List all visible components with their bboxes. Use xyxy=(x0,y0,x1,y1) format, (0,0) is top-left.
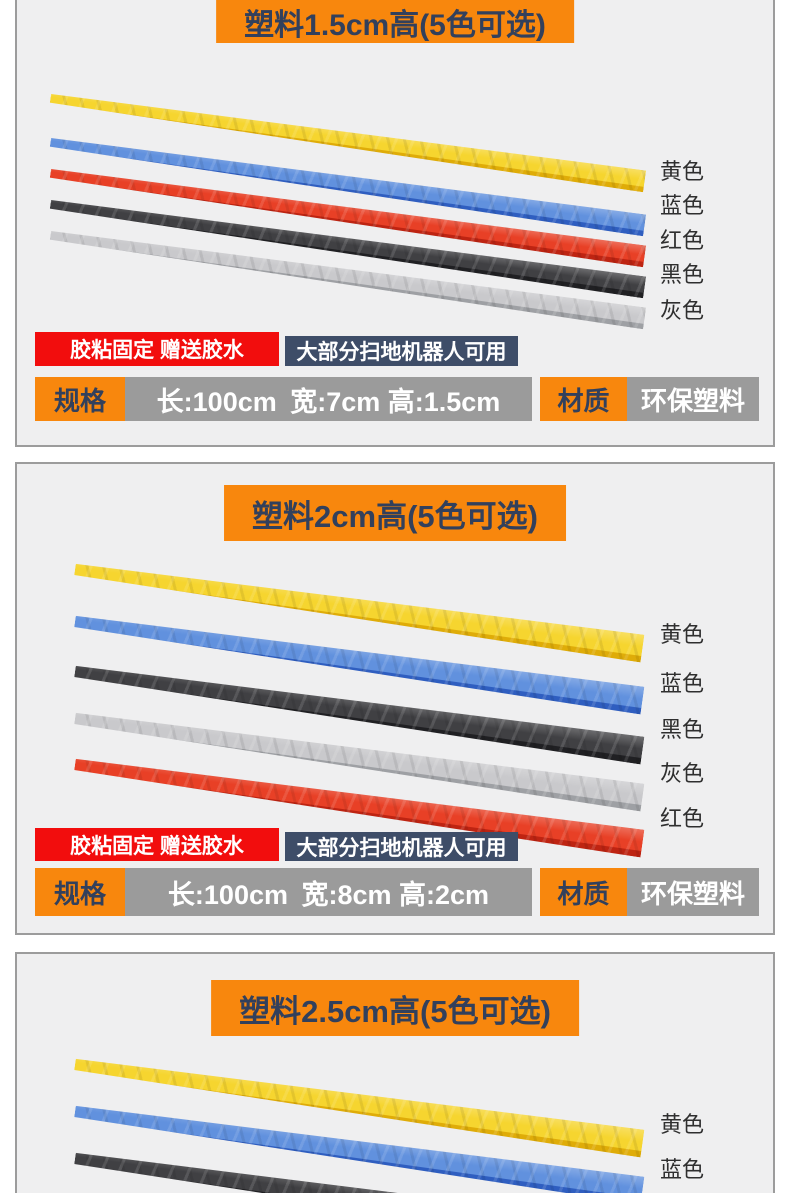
section-title: 塑料1.5cm高(5色可选) xyxy=(244,8,546,42)
robot-badge-text: 大部分扫地机器人可用 xyxy=(296,341,507,364)
product-section-1-5cm: 黄色蓝色红色黑色灰色 塑料1.5cm高(5色可选) 胶粘固定 赠送胶水 大部分扫… xyxy=(15,0,775,447)
color-label-blue: 蓝色 xyxy=(660,1157,705,1182)
ramp-strip-blue xyxy=(73,607,644,714)
product-section-2-5cm: 黄色蓝色 塑料2.5cm高(5色可选) xyxy=(15,952,775,1193)
color-label-red: 红色 xyxy=(660,228,705,253)
color-label-gray: 灰色 xyxy=(660,761,705,786)
color-label-blue: 蓝色 xyxy=(660,193,705,218)
material-value: 环保塑料 xyxy=(640,385,745,416)
glue-badge-text: 胶粘固定 赠送胶水 xyxy=(70,339,244,362)
material-label-box: 材质 xyxy=(540,868,627,916)
glue-badge-text: 胶粘固定 赠送胶水 xyxy=(70,834,244,858)
robot-badge: 大部分扫地机器人可用 xyxy=(285,832,518,861)
product-section-2cm: 黄色蓝色黑色灰色红色 塑料2cm高(5色可选) 胶粘固定 赠送胶水 大部分扫地机… xyxy=(15,462,775,935)
ramp-illustration: 黄色蓝色黑色灰色红色 xyxy=(17,464,773,933)
ramp-strip-yellow xyxy=(73,555,644,662)
spec-value: 长:100cm 宽:8cm 高:2cm xyxy=(167,879,490,910)
spec-label: 规格 xyxy=(53,878,106,909)
material-value-box: 环保塑料 xyxy=(627,868,759,916)
robot-badge: 大部分扫地机器人可用 xyxy=(285,336,518,366)
spec-label-box: 规格 xyxy=(35,377,125,421)
material-value-box: 环保塑料 xyxy=(627,377,759,421)
ramp-illustration: 黄色 蓝色 xyxy=(17,954,773,1193)
material-label: 材质 xyxy=(557,878,610,909)
color-label-red: 红色 xyxy=(660,806,705,831)
section-title-banner: 塑料2.5cm高(5色可选) xyxy=(211,980,579,1036)
color-label-yellow: 黄色 xyxy=(660,1112,705,1137)
color-label-gray: 灰色 xyxy=(660,298,705,323)
spec-value: 长:100cm 宽:7cm 高:1.5cm xyxy=(156,386,501,417)
color-label-black: 黑色 xyxy=(660,717,705,742)
robot-badge-text: 大部分扫地机器人可用 xyxy=(296,836,507,860)
spec-label-box: 规格 xyxy=(35,868,125,916)
spec-label: 规格 xyxy=(53,385,106,416)
section-title-banner: 塑料1.5cm高(5色可选) xyxy=(216,0,574,43)
color-label-blue: 蓝色 xyxy=(660,671,705,696)
spec-value-box: 长:100cm 宽:8cm 高:2cm xyxy=(125,868,532,916)
section-title: 塑料2.5cm高(5色可选) xyxy=(239,993,551,1029)
ramp-illustration: 黄色蓝色红色黑色灰色 xyxy=(17,0,773,445)
glue-badge: 胶粘固定 赠送胶水 xyxy=(35,828,279,861)
spec-value-box: 长:100cm 宽:7cm 高:1.5cm xyxy=(125,377,532,421)
color-label-yellow: 黄色 xyxy=(660,622,705,647)
color-label-yellow: 黄色 xyxy=(660,159,705,184)
section-title: 塑料2cm高(5色可选) xyxy=(252,498,538,534)
section-title-banner: 塑料2cm高(5色可选) xyxy=(224,485,566,541)
color-label-black: 黑色 xyxy=(660,262,705,287)
glue-badge: 胶粘固定 赠送胶水 xyxy=(35,332,279,366)
material-label: 材质 xyxy=(557,385,610,416)
material-value: 环保塑料 xyxy=(640,878,745,909)
material-label-box: 材质 xyxy=(540,377,627,421)
